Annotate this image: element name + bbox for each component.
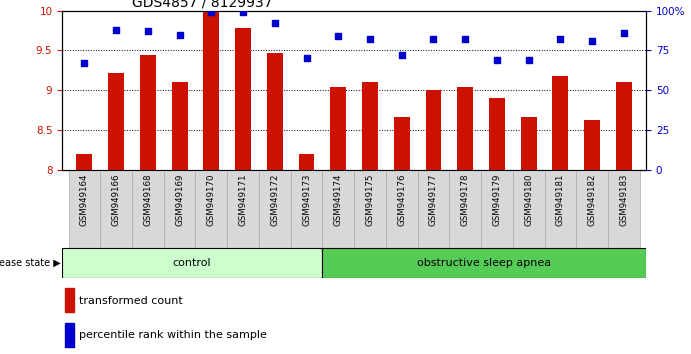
Text: control: control [173,258,211,268]
Bar [259,170,291,248]
Text: obstructive sleep apnea: obstructive sleep apnea [417,258,551,268]
Text: GSM949183: GSM949183 [619,174,628,226]
Text: GSM949174: GSM949174 [334,174,343,226]
Text: GSM949178: GSM949178 [461,174,470,226]
Bar [394,116,410,170]
Text: GSM949177: GSM949177 [429,174,438,226]
Point [396,52,407,58]
Point [460,36,471,42]
Bar [323,170,354,248]
Bar [196,170,227,248]
Bar [553,76,568,170]
Text: GDS4857 / 8129937: GDS4857 / 8129937 [132,0,273,10]
Text: GSM949180: GSM949180 [524,174,533,226]
Bar [545,170,576,248]
Point [269,21,281,26]
Text: percentile rank within the sample: percentile rank within the sample [79,330,267,340]
Text: GSM949164: GSM949164 [80,174,89,226]
Bar [449,170,481,248]
Bar [100,170,132,248]
Bar [584,120,600,170]
Bar [171,82,187,170]
Text: disease state ▶: disease state ▶ [0,258,61,268]
Bar [330,87,346,170]
Bar [386,170,417,248]
Bar [521,116,537,170]
Bar [362,82,378,170]
Point [301,56,312,61]
Point [206,9,217,15]
Text: GSM949175: GSM949175 [366,174,375,226]
Bar [267,53,283,170]
Point [364,36,375,42]
Text: GSM949181: GSM949181 [556,174,565,226]
Point [428,36,439,42]
Bar [354,170,386,248]
Bar [132,170,164,248]
Bar [513,170,545,248]
Text: GSM949169: GSM949169 [175,174,184,226]
Bar [417,170,449,248]
Bar [291,170,323,248]
Point [174,32,185,37]
Text: GSM949176: GSM949176 [397,174,406,226]
Point [555,36,566,42]
Bar [203,12,219,170]
Point [491,57,502,63]
Bar [68,170,100,248]
Bar [108,73,124,170]
Bar [164,170,196,248]
Text: GSM949170: GSM949170 [207,174,216,226]
Text: GSM949172: GSM949172 [270,174,279,226]
Text: GSM949168: GSM949168 [143,174,153,226]
Text: GSM949166: GSM949166 [112,174,121,226]
Bar [489,98,505,170]
Bar [576,170,608,248]
Text: transformed count: transformed count [79,296,182,306]
Text: GSM949173: GSM949173 [302,174,311,226]
Point [587,38,598,44]
Text: GSM949171: GSM949171 [238,174,247,226]
Point [79,60,90,66]
Bar [65,323,74,347]
Point [142,28,153,34]
Bar [62,248,322,278]
Bar [65,288,74,313]
Point [111,27,122,33]
Point [333,33,344,39]
Bar [299,154,314,170]
Point [238,9,249,15]
Bar [322,248,646,278]
Text: GSM949182: GSM949182 [587,174,596,226]
Point [618,30,630,36]
Bar [235,28,251,170]
Bar [481,170,513,248]
Bar [616,82,632,170]
Bar [227,170,259,248]
Bar [608,170,640,248]
Bar [77,154,93,170]
Bar [140,55,155,170]
Point [523,57,534,63]
Bar [426,90,442,170]
Bar [457,87,473,170]
Text: GSM949179: GSM949179 [493,174,502,226]
